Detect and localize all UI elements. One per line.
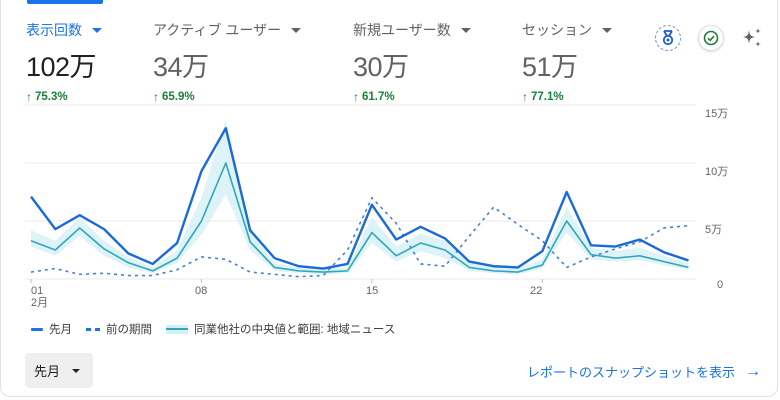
metric-label: 表示回数 (26, 22, 82, 38)
y-tick-label: 0 (717, 279, 724, 291)
arrow-right-icon: → (745, 362, 761, 380)
metric-value: 51万 (522, 52, 578, 82)
caret-down-icon (72, 368, 81, 373)
chart-legend: 先月 前の期間 同業他社の中央値と範囲: 地域ニュース (31, 321, 401, 337)
x-tick-label: 01 2月 (31, 285, 48, 309)
insights-status-button[interactable] (698, 25, 724, 51)
metric-delta: 77.1% (531, 91, 564, 103)
x-tick-day: 01 (31, 285, 44, 297)
solid-line-swatch-icon (31, 327, 43, 331)
legend-item-last-month[interactable]: 先月 (31, 321, 72, 337)
legend-label: 先月 (49, 324, 72, 336)
metric-tab-active-users[interactable]: アクティブ ユーザー 34万 ↑ 65.9% (153, 20, 302, 104)
metric-tab-impressions[interactable]: 表示回数 102万 ↑ 75.3% (26, 20, 102, 104)
band-swatch-icon (166, 324, 188, 334)
arrow-up-icon: ↑ (26, 90, 32, 104)
caret-down-icon (602, 27, 612, 33)
caret-down-icon (92, 27, 102, 33)
medal-icon (662, 30, 674, 46)
metric-delta: 65.9% (162, 91, 195, 103)
x-tick-label: 22 (530, 285, 543, 297)
view-report-snapshot-link[interactable]: レポートのスナップショットを表示 → (527, 362, 761, 381)
metric-tab-sessions[interactable]: セッション 51万 ↑ 77.1% (522, 20, 612, 104)
caret-down-icon (460, 27, 471, 33)
caret-down-icon (291, 27, 302, 33)
metric-value: 30万 (353, 52, 409, 82)
metric-delta: 61.7% (362, 91, 395, 103)
metric-label: セッション (522, 22, 592, 38)
legend-label: 同業他社の中央値と範囲: 地域ニュース (194, 324, 396, 336)
metric-tab-new-users[interactable]: 新規ユーザー数 30万 ↑ 61.7% (353, 20, 471, 104)
metric-delta: 75.3% (35, 91, 68, 103)
y-tick-label: 5万 (705, 224, 723, 236)
metric-label: 新規ユーザー数 (353, 22, 451, 38)
snapshot-link-label: レポートのスナップショットを表示 (526, 365, 735, 380)
metric-value: 102万 (26, 52, 97, 82)
ai-insights-button[interactable] (739, 25, 765, 51)
active-tab-indicator (27, 0, 103, 4)
sparkle-icon (743, 28, 761, 47)
check-circle-icon (703, 30, 719, 46)
y-tick-label: 15万 (705, 108, 729, 120)
metric-value: 34万 (153, 52, 209, 82)
y-tick-label: 10万 (705, 166, 729, 178)
arrow-up-icon: ↑ (353, 90, 359, 104)
x-tick-label: 08 (195, 285, 208, 297)
legend-label: 前の期間 (106, 324, 152, 336)
dashed-line-swatch-icon (86, 327, 100, 331)
period-select-value: 先月 (34, 364, 61, 379)
legend-item-benchmark[interactable]: 同業他社の中央値と範囲: 地域ニュース (166, 321, 395, 337)
legend-item-previous-period[interactable]: 前の期間 (86, 321, 152, 337)
line-chart (25, 104, 696, 283)
arrow-up-icon: ↑ (522, 90, 528, 104)
x-tick-month: 2月 (31, 297, 49, 309)
x-tick-label: 15 (366, 285, 379, 297)
period-select[interactable]: 先月 (25, 353, 93, 388)
arrow-up-icon: ↑ (153, 90, 159, 104)
medal-button[interactable] (655, 25, 681, 51)
metric-label: アクティブ ユーザー (153, 22, 282, 38)
